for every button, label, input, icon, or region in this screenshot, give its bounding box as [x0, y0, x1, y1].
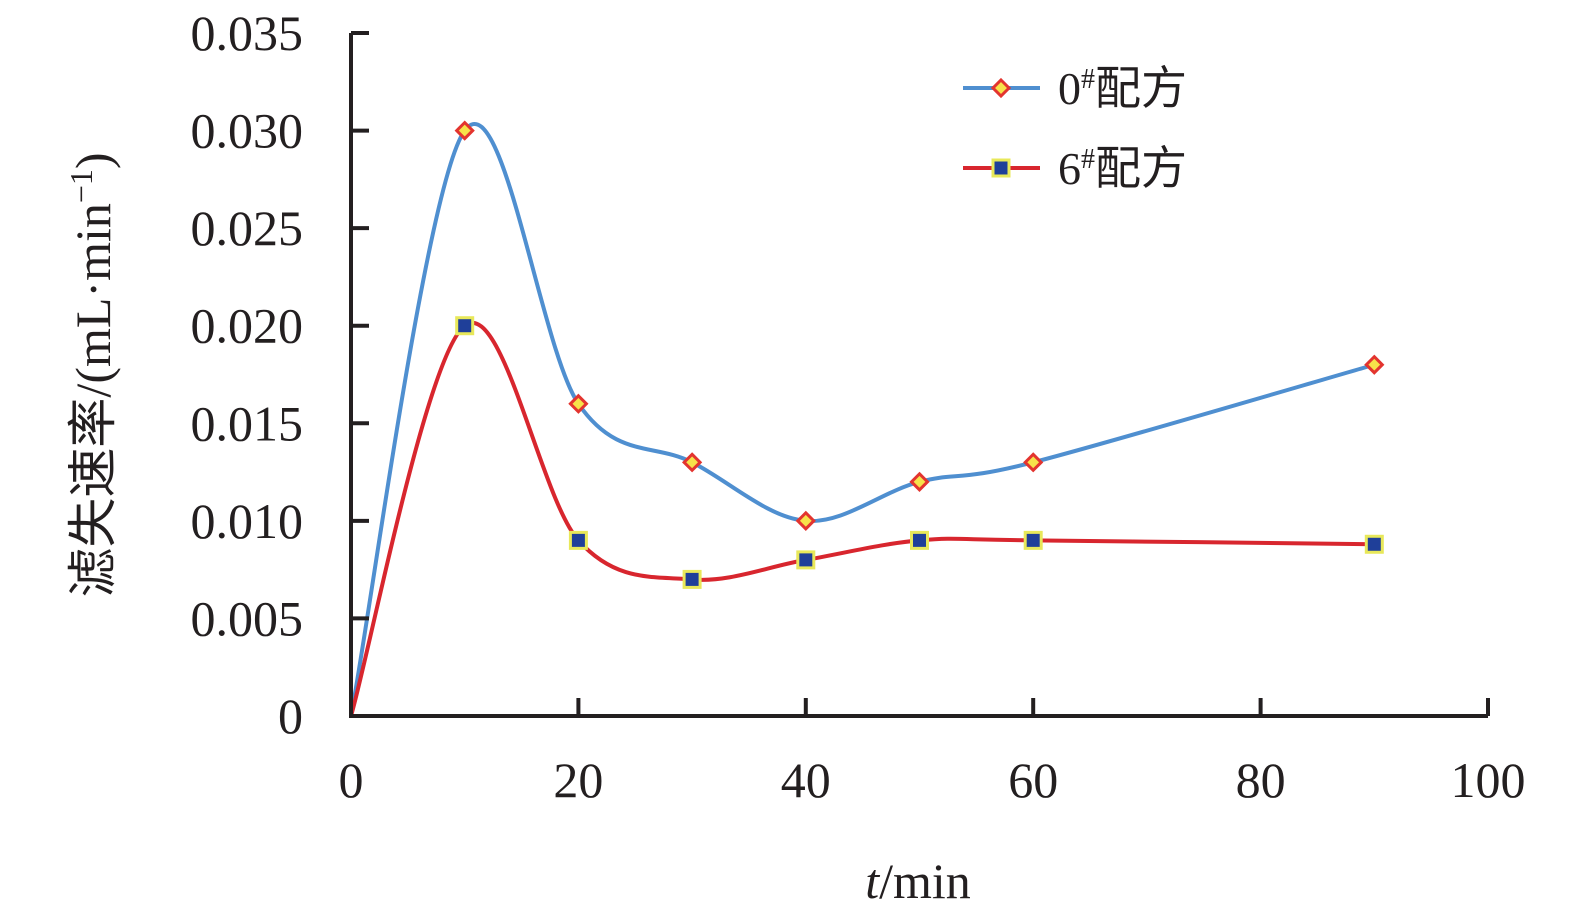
y-tick-label: 0.035 [191, 5, 304, 61]
data-point [568, 530, 588, 550]
data-point [454, 120, 475, 141]
x-axis-title-italic: t [865, 853, 880, 909]
legend-label-digit: 6 [1058, 143, 1081, 194]
legend-label-text: 配方 [1095, 63, 1187, 114]
legend: 0#配方6#配方 [963, 63, 1187, 194]
series-line [349, 320, 1375, 717]
y-tick-label: 0.030 [191, 103, 304, 159]
legend-label-superscript: # [1081, 144, 1095, 175]
x-tick-label: 60 [1008, 752, 1058, 808]
x-axis-title-unit: /min [879, 853, 971, 909]
data-point [1364, 534, 1384, 554]
legend-label: 6#配方 [1058, 143, 1187, 194]
legend-label: 0#配方 [1058, 63, 1187, 114]
y-tick-label: 0.005 [191, 590, 304, 646]
x-tick-label: 20 [553, 752, 603, 808]
x-tick-label: 100 [1451, 752, 1526, 808]
x-tick-label: 0 [339, 752, 364, 808]
data-point [1364, 354, 1385, 375]
x-axis-title: t/min [865, 853, 971, 909]
y-axis-title-superscript: −1 [63, 169, 99, 203]
y-axis-title-main: 滤失速率/(mL·min [65, 203, 121, 597]
x-tick-label: 40 [781, 752, 831, 808]
plot-area [349, 120, 1385, 717]
data-point [909, 471, 930, 492]
data-point [796, 550, 816, 570]
data-point [455, 316, 475, 336]
legend-item-0: 0#配方 [963, 63, 1187, 114]
y-tick-label: 0.010 [191, 493, 304, 549]
data-point [568, 393, 589, 414]
series-line [349, 122, 1375, 717]
data-point [910, 530, 929, 550]
y-tick-label: 0 [278, 688, 303, 744]
data-point [682, 569, 702, 589]
y-tick-label: 0.020 [191, 298, 304, 354]
x-tick-label: 80 [1236, 752, 1286, 808]
data-point [795, 510, 816, 531]
data-point [1023, 530, 1043, 550]
legend-label-superscript: # [1081, 64, 1095, 95]
y-tick-label: 0.015 [191, 395, 304, 451]
data-point [681, 452, 703, 473]
legend-item-1: 6#配方 [963, 143, 1187, 194]
y-axis-title-close: ) [65, 152, 121, 169]
axes: 0 0.005 0.010 0.015 0.020 0.025 0.030 0.035 0 20 4… [191, 5, 1526, 808]
legend-marker [991, 158, 1011, 178]
y-axis-title: 滤失速率/(mL·min−1) [63, 152, 121, 597]
legend-label-digit: 0 [1058, 63, 1081, 114]
data-point [1023, 452, 1044, 473]
y-tick-label: 0.025 [191, 200, 304, 256]
legend-label-text: 配方 [1095, 143, 1187, 194]
series-0 [349, 120, 1385, 717]
series-1 [349, 316, 1384, 717]
legend-marker [990, 77, 1012, 99]
